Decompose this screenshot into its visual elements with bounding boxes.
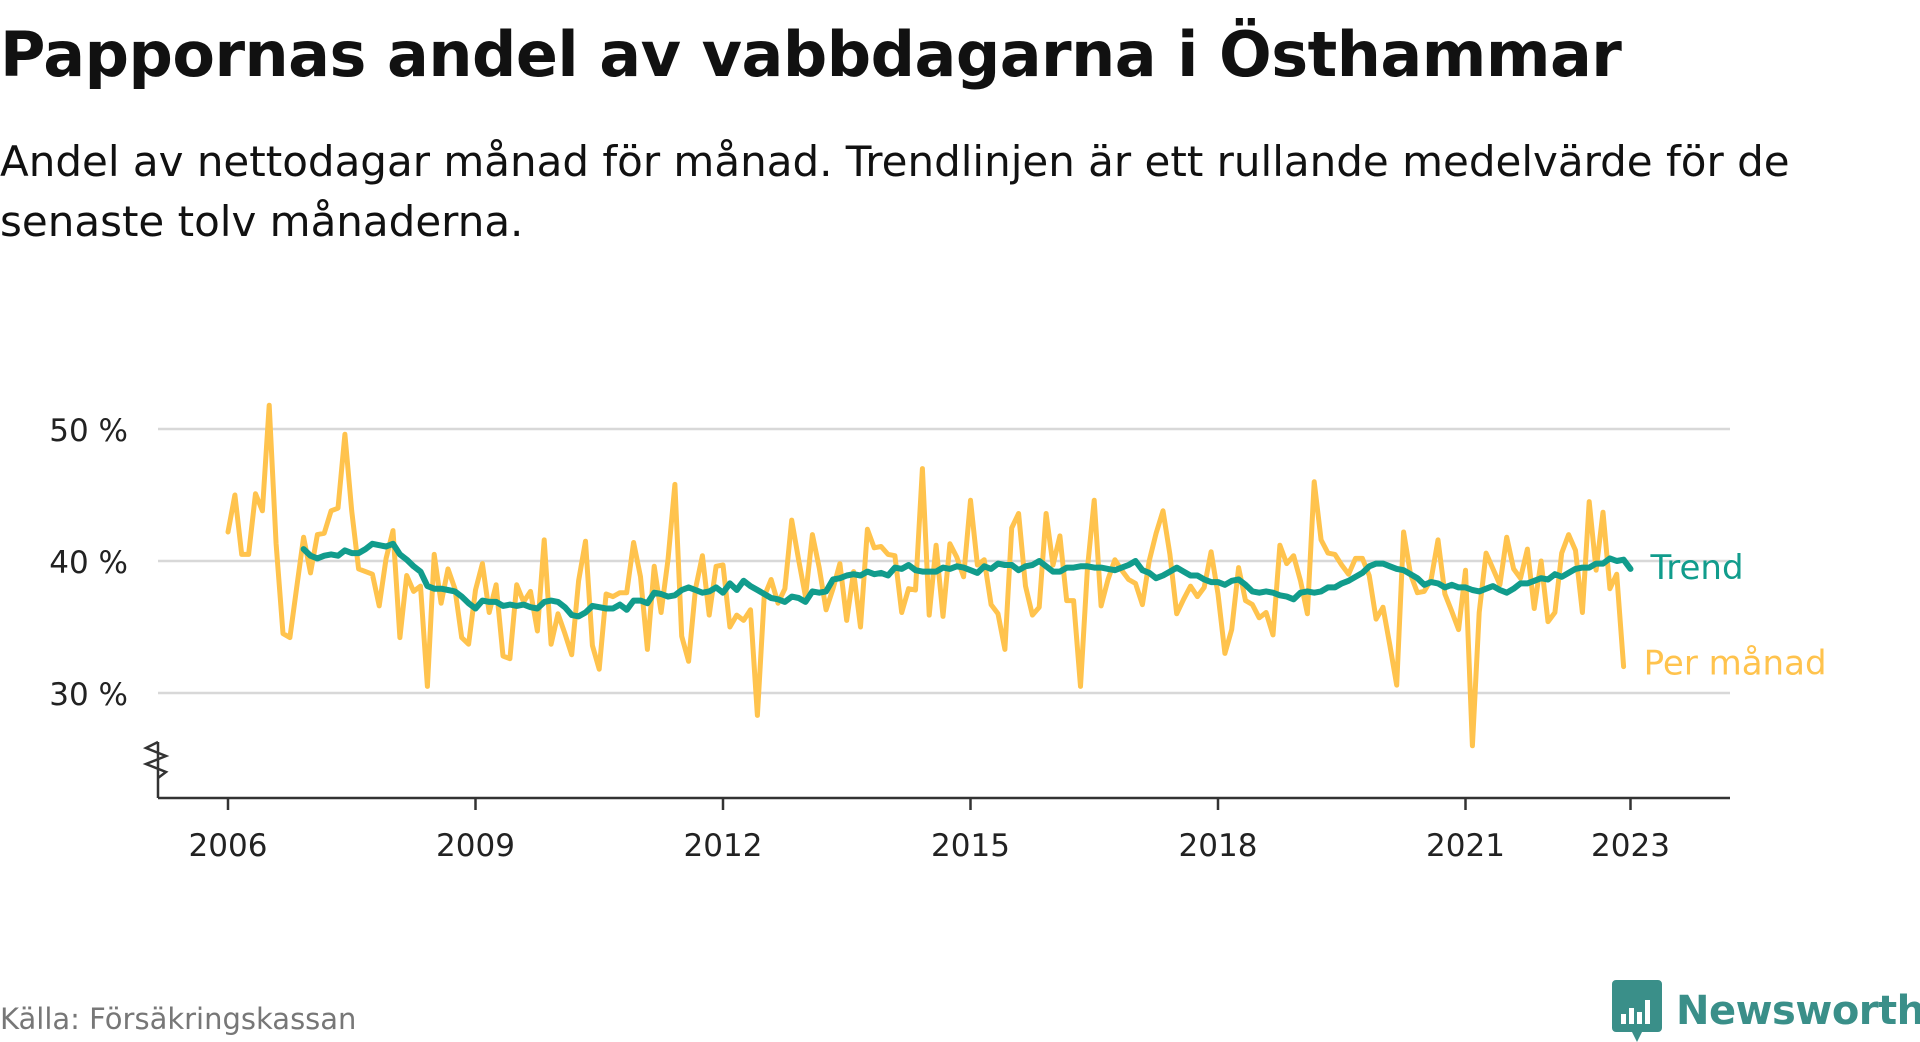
x-tick-label-2006: 2006 bbox=[189, 828, 268, 864]
series-labels: Per månad Trend bbox=[1644, 548, 1827, 684]
series-group bbox=[225, 402, 1634, 749]
x-tick-label-2009: 2009 bbox=[436, 828, 515, 864]
series-label-per-manad: Per månad bbox=[1644, 644, 1827, 684]
series-label-trend: Trend bbox=[1650, 548, 1744, 588]
y-tick-label-50: 50 % bbox=[49, 413, 128, 449]
y-tick-label-40: 40 % bbox=[49, 545, 128, 581]
series-line-trend bbox=[300, 540, 1634, 620]
y-tick-label-30: 30 % bbox=[49, 677, 128, 713]
axis-break-symbol bbox=[142, 740, 170, 779]
x-tick-label-2018: 2018 bbox=[1179, 828, 1258, 864]
chart-subtitle: Andel av nettodagar månad för månad. Tre… bbox=[0, 137, 1790, 240]
logo-text: Newsworthy bbox=[1676, 988, 1920, 1034]
chart-bubble-icon bbox=[1612, 980, 1662, 1042]
y-axis: 30 % 40 % 50 % bbox=[49, 413, 170, 798]
chart-title: Pappornas andel av vabbdagarna i Östhamm… bbox=[0, 18, 1622, 91]
x-tick-label-2021: 2021 bbox=[1426, 828, 1505, 864]
newsworthy-logo[interactable]: Newsworthy bbox=[1612, 980, 1920, 1042]
series-line-per-manad bbox=[225, 402, 1627, 749]
x-axis: 2006 2009 2012 2015 2018 2021 2023 bbox=[158, 796, 1730, 864]
x-tick-label-2012: 2012 bbox=[684, 828, 763, 864]
source-note: Källa: Försäkringskassan bbox=[0, 1002, 357, 1036]
x-tick-label-2015: 2015 bbox=[931, 828, 1010, 864]
x-tick-label-2023: 2023 bbox=[1591, 828, 1670, 864]
